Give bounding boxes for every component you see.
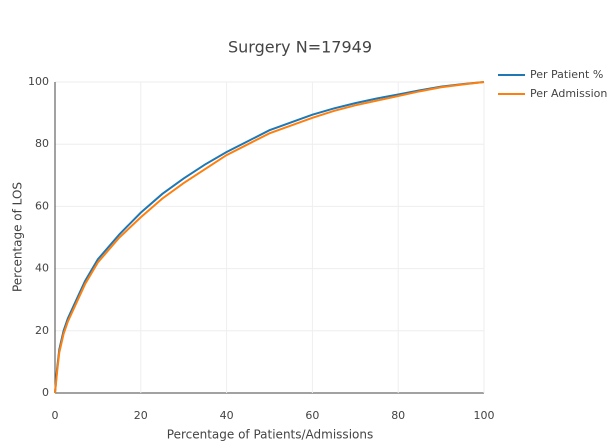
legend-label: Per Admission % — [530, 87, 609, 100]
x-tick-label: 20 — [134, 409, 148, 422]
x-axis-title: Percentage of Patients/Admissions — [167, 428, 373, 442]
legend-label: Per Patient % — [530, 68, 603, 81]
x-tick-label: 0 — [52, 409, 59, 422]
chart-title: Surgery N=17949 — [228, 38, 372, 57]
x-tick-label: 80 — [391, 409, 405, 422]
y-axis-title: Percentage of LOS — [11, 182, 25, 292]
y-tick-label: 100 — [28, 75, 49, 88]
x-tick-label: 60 — [305, 409, 319, 422]
y-tick-label: 40 — [35, 262, 49, 275]
x-tick-label: 100 — [474, 409, 495, 422]
y-tick-label: 20 — [35, 324, 49, 337]
y-tick-label: 60 — [35, 199, 49, 212]
x-tick-label: 40 — [220, 409, 234, 422]
y-tick-label: 80 — [35, 137, 49, 150]
y-tick-label: 0 — [42, 386, 49, 399]
line-series — [54, 81, 485, 394]
line-series — [54, 81, 485, 394]
